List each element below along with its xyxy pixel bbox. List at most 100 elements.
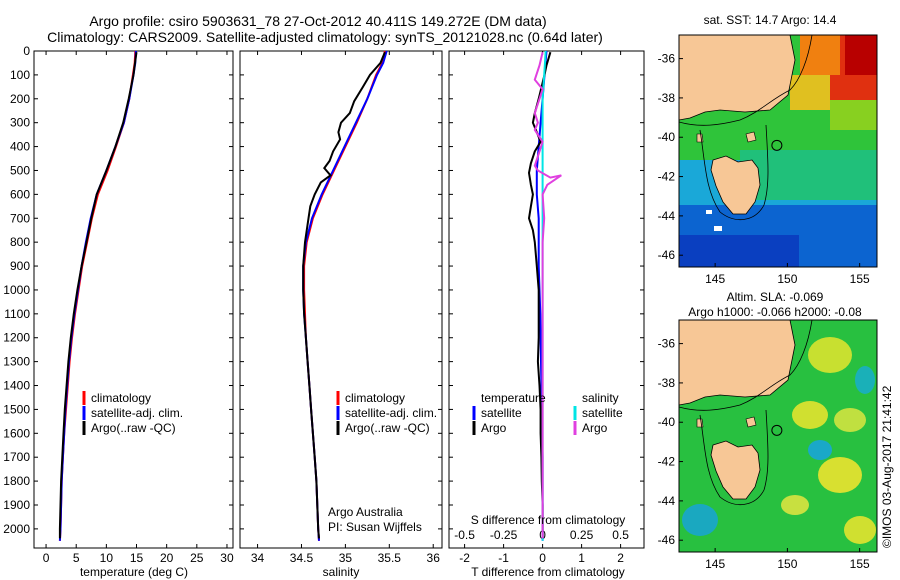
legend-label-s-argo: Argo <box>582 421 608 435</box>
y-tick-label: 600 <box>10 187 30 201</box>
x-tick-label: 2 <box>617 551 624 565</box>
x-tick-label: 5 <box>73 551 80 565</box>
temperature-panel: 0100200300400500600700800900100011001200… <box>3 44 234 579</box>
sla-map-ticks: 145 150 155 -36 -38 -40 -42 -44 -46 <box>658 337 870 571</box>
t-difference-label: T difference from climatology <box>471 565 625 579</box>
figure-title-line1: Argo profile: csiro 5903631_78 27-Oct-20… <box>89 13 546 29</box>
s-tick-label: -0.25 <box>490 528 518 542</box>
x-tick-label: 0 <box>539 551 546 565</box>
y-tick-label: 1100 <box>4 307 30 321</box>
sst-map-ticks: 145 150 155 -36 -38 -40 -42 -44 -46 <box>658 52 870 286</box>
x-tick-label: 36 <box>427 551 441 565</box>
temperature-lines <box>58 50 138 541</box>
map-y-tick-label: -44 <box>658 494 676 508</box>
x-tick-label: -1 <box>498 551 509 565</box>
sst-map: sat. SST: 14.7 Argo: 14.4 145 150 155 -36 -3… <box>658 13 878 286</box>
legend-header-salinity: salinity <box>582 391 619 405</box>
sst-map-frame <box>678 34 878 268</box>
legend-label-s-satellite: satellite <box>582 406 623 420</box>
s-tick-label: 0.25 <box>570 528 594 542</box>
y-tick-label: 200 <box>10 92 30 106</box>
salinity-panel: 34 34.5 35 35.5 36 climatology satellite-adj… <box>239 50 443 579</box>
imos-timestamp: ©IMOS 03-Aug-2017 21:41:42 <box>880 385 894 548</box>
legend-label-argo: Argo(..raw -QC) <box>91 421 176 435</box>
x-tick-label: 34.5 <box>290 551 314 565</box>
x-tick-label: 20 <box>160 551 174 565</box>
x-tick-label: 10 <box>100 551 114 565</box>
series-line-argo-raw-qc- <box>302 51 386 539</box>
x-tick-label: 0 <box>43 551 50 565</box>
s-tick-label: 0.5 <box>612 528 629 542</box>
salinity-ticks: 34 34.5 35 35.5 36 <box>240 50 442 565</box>
x-tick-label: 30 <box>220 551 234 565</box>
legend-header-temperature: temperature <box>481 391 546 405</box>
map-x-tick-label: 155 <box>850 272 870 286</box>
x-tick-label: 34 <box>251 551 265 565</box>
map-y-tick-label: -36 <box>658 337 676 351</box>
salinity-axes-frame <box>239 50 443 549</box>
y-tick-label: 1200 <box>3 331 30 345</box>
s-tick-label: -0.5 <box>454 528 475 542</box>
sla-map-title-1: Altim. SLA: -0.069 <box>727 290 824 304</box>
x-tick-label: 25 <box>190 551 204 565</box>
map-y-tick-label: -46 <box>658 248 676 262</box>
map-y-tick-label: -38 <box>658 376 676 390</box>
map-y-tick-label: -42 <box>658 170 676 184</box>
x-tick-label: 1 <box>578 551 585 565</box>
temperature-xlabel: temperature (deg C) <box>80 565 188 579</box>
sla-map-title-2: Argo h1000: -0.066 h2000: -0.08 <box>688 305 862 319</box>
y-tick-label: 700 <box>10 211 30 225</box>
sla-map: Altim. SLA: -0.069 Argo h1000: -0.066 h2… <box>658 290 878 571</box>
y-tick-label: 500 <box>10 163 30 177</box>
sst-map-title: sat. SST: 14.7 Argo: 14.4 <box>704 13 837 27</box>
salinity-xlabel: salinity <box>323 565 360 579</box>
series-line-s-argo <box>533 51 562 539</box>
y-tick-label: 900 <box>10 259 30 273</box>
y-tick-label: 1400 <box>3 379 30 393</box>
map-x-tick-label: 145 <box>705 272 725 286</box>
y-tick-label: 2000 <box>3 522 30 536</box>
series-line-argo-raw-qc- <box>58 52 138 539</box>
salinity-lines <box>302 50 388 541</box>
y-tick-label: 400 <box>10 140 30 154</box>
x-tick-label: -2 <box>459 551 470 565</box>
map-x-tick-label: 150 <box>777 272 797 286</box>
difference-axes-frame <box>448 50 645 549</box>
sla-map-frame <box>678 319 878 553</box>
temperature-axes-frame <box>33 50 234 549</box>
map-x-tick-label: 150 <box>777 557 797 571</box>
map-y-tick-label: -46 <box>658 533 676 547</box>
sla-field <box>679 320 877 552</box>
y-tick-label: 800 <box>10 235 30 249</box>
legend-label-argo: Argo(..raw -QC) <box>345 421 430 435</box>
salinity-legend: climatology satellite-adj. clim. Argo(..… <box>336 391 437 435</box>
map-y-tick-label: -38 <box>658 91 676 105</box>
x-tick-label: 35.5 <box>378 551 402 565</box>
y-tick-label: 1600 <box>3 426 30 440</box>
map-y-tick-label: -40 <box>658 415 676 429</box>
map-y-tick-label: -42 <box>658 455 676 469</box>
difference-panel: -2 -1 0 1 2-0.5 -0.25 0 0.25 0.5 temperature sal… <box>448 50 645 579</box>
difference-ticks: -2 -1 0 1 2-0.5 -0.25 0 0.25 0.5 <box>449 50 644 565</box>
x-tick-label: 15 <box>130 551 144 565</box>
legend-label-climatology: climatology <box>91 391 151 405</box>
sst-argo-position-marker <box>771 139 783 151</box>
map-y-tick-label: -44 <box>658 209 676 223</box>
map-y-tick-label: -36 <box>658 52 676 66</box>
y-tick-label: 1700 <box>3 450 30 464</box>
legend-label-t-satellite: satellite <box>481 406 522 420</box>
legend-label-satellite-adj: satellite-adj. clim. <box>91 406 183 420</box>
x-tick-label: 35 <box>339 551 353 565</box>
y-tick-label: 1500 <box>3 402 30 416</box>
figure-title-line2: Climatology: CARS2009. Satellite-adjuste… <box>47 29 603 45</box>
pi-label: PI: Susan Wijffels <box>328 520 422 534</box>
y-tick-label: 0 <box>23 44 30 58</box>
difference-lines <box>527 50 562 541</box>
y-tick-label: 100 <box>10 68 30 82</box>
s-difference-label: S difference from climatology <box>471 513 626 527</box>
y-tick-label: 1900 <box>3 498 30 512</box>
y-tick-label: 1300 <box>3 355 30 369</box>
temperature-legend: climatology satellite-adj. clim. Argo(..… <box>82 391 183 435</box>
series-line-t-argo <box>527 51 552 539</box>
sla-argo-position-marker <box>771 424 783 436</box>
